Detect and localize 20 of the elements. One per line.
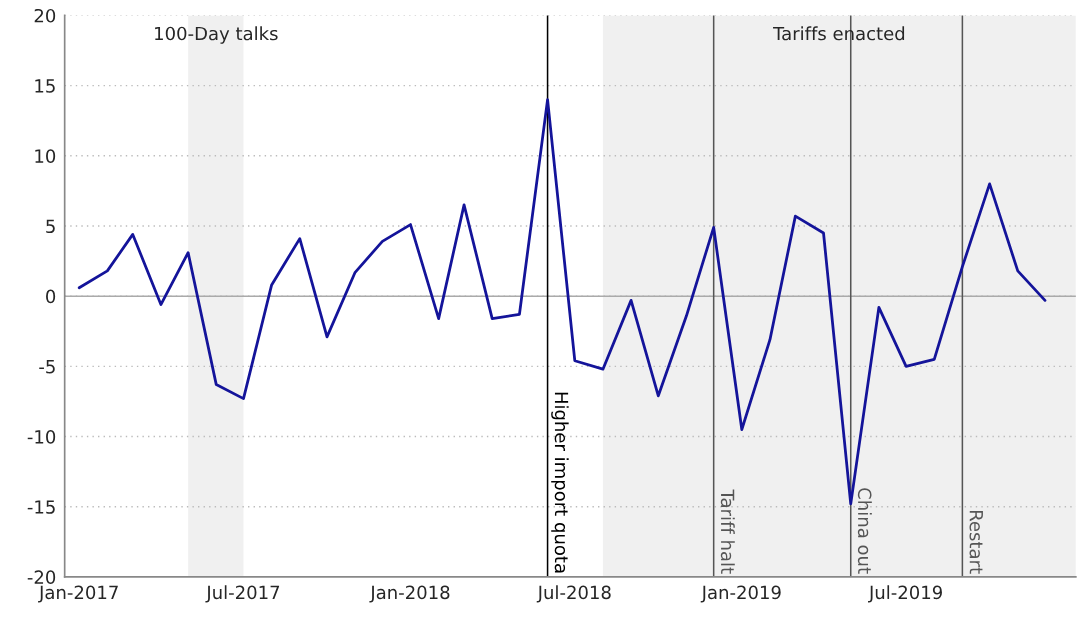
- y-tick-label: 5: [46, 219, 55, 234]
- y-tick-label: -10: [27, 429, 56, 444]
- y-tick-label: 15: [35, 79, 55, 93]
- y-tick-label: 10: [35, 149, 56, 163]
- y-tick-label: 0: [46, 289, 56, 304]
- band-label: 100-Day talks: [155, 26, 278, 44]
- y-tick-label: -20: [27, 570, 56, 585]
- ref-line-label: China out: [857, 488, 872, 574]
- x-tick-label: Jul-2018: [536, 585, 611, 603]
- ref-line-label: Higher import quota: [551, 392, 569, 573]
- ref-line-label: Tariff halt: [720, 489, 735, 574]
- x-tick-label: Jan-2019: [700, 585, 781, 603]
- x-tick-label: Jul-2019: [868, 585, 942, 603]
- ref-line-label: Restart: [969, 510, 983, 574]
- y-tick-label: -5: [39, 360, 55, 374]
- y-tick-label: -15: [27, 500, 55, 514]
- x-tick-label: Jan-2018: [369, 585, 450, 603]
- x-tick-label: Jul-2017: [205, 585, 280, 603]
- y-tick-label: 20: [34, 8, 56, 23]
- x-tick-label: Jan-2017: [38, 585, 118, 603]
